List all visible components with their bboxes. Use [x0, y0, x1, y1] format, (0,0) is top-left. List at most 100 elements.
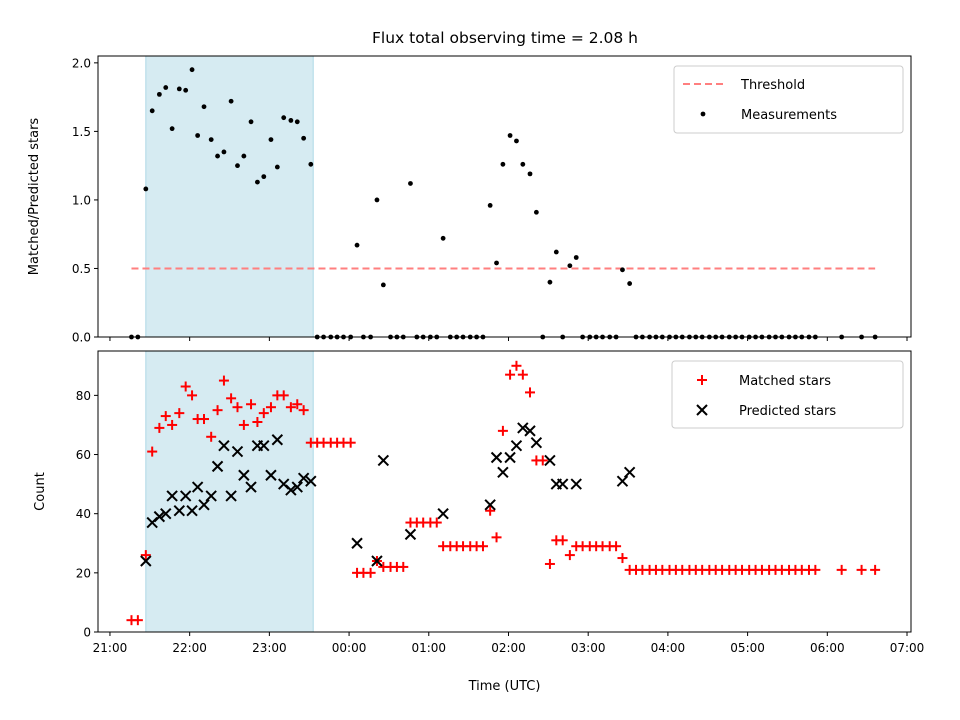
x-marker-b: [225, 490, 237, 502]
predicted-star-point: [166, 490, 178, 502]
matched-star-point: [856, 564, 867, 575]
count-panel: 0 20 40 60 80 21:00 22:00 23:00 00:00 01:00 02:00…: [33, 350, 924, 694]
matched-star-point: [477, 541, 488, 552]
measurement-point: [255, 179, 260, 185]
matched-star-point: [345, 437, 356, 448]
x-marker-b: [140, 555, 152, 567]
x-marker-b: [297, 472, 310, 484]
measurement-point: [440, 235, 446, 241]
x-marker-b: [377, 454, 390, 467]
matched-star-point: [174, 408, 185, 419]
matched-star-point: [246, 399, 257, 410]
matched-star-points: [126, 360, 881, 626]
predicted-star-point: [291, 481, 303, 493]
measurement-point: [149, 108, 155, 114]
predicted-star-point: [285, 484, 297, 496]
matched-star-point: [132, 615, 143, 626]
predicted-star-point: [616, 475, 629, 487]
legend-measurements-swatch: [700, 111, 706, 117]
y-tick-label: 0.0: [72, 331, 91, 345]
x-marker-b: [490, 451, 503, 464]
measurement-point: [235, 163, 240, 169]
matched-star-point: [511, 360, 522, 371]
matched-star-point: [232, 402, 243, 413]
matched-star-point: [298, 405, 309, 416]
x-marker-b: [245, 481, 257, 493]
x-marker-b: [623, 466, 636, 478]
predicted-star-point: [556, 478, 569, 490]
predicted-star-point: [504, 451, 516, 464]
y-tick-label: 80: [76, 389, 91, 403]
predicted-star-point: [218, 439, 230, 452]
measurement-point: [354, 242, 360, 248]
matched-star-point: [836, 564, 847, 575]
matched-star-point: [810, 564, 821, 575]
measurement-point: [143, 186, 149, 192]
predicted-star-point: [371, 555, 383, 567]
count-legend: Matched stars Predicted stars: [671, 360, 904, 429]
count-x-ticks: 21:00 22:00 23:00 00:00 01:00 02:00 03:00 04:00…: [93, 632, 924, 655]
matched-star-point: [252, 416, 263, 427]
measurement-point: [281, 115, 287, 121]
measurement-point: [208, 137, 214, 143]
measurement-point: [189, 67, 195, 73]
predicted-star-point: [530, 436, 543, 449]
matched-star-point: [226, 393, 237, 404]
predicted-star-point: [205, 490, 217, 502]
predicted-star-point: [623, 466, 636, 478]
x-marker-b: [198, 499, 210, 511]
measurement-point: [215, 153, 220, 159]
measurement-point: [274, 164, 280, 170]
legend-x-marker: [696, 404, 708, 416]
matched-star-point: [564, 550, 575, 561]
measurement-point: [487, 203, 493, 208]
measurement-point: [380, 282, 386, 288]
matched-star-point: [292, 399, 303, 410]
predicted-star-point: [305, 475, 317, 487]
measurement-point: [268, 137, 274, 143]
x-marker-b: [437, 507, 449, 520]
measurement-point: [163, 85, 169, 90]
ratio-axes-frame: [97, 55, 912, 338]
y-tick-label: 0: [83, 626, 91, 640]
x-marker-b: [218, 439, 230, 452]
matched-star-point: [278, 390, 289, 401]
matched-star-point: [485, 505, 496, 516]
predicted-star-point: [160, 507, 172, 520]
x-marker-b: [696, 404, 708, 416]
x-marker-b: [153, 510, 166, 523]
predicted-star-point: [524, 425, 536, 437]
measurement-point: [301, 135, 307, 141]
x-marker-b: [179, 490, 192, 502]
matched-star-point: [140, 550, 151, 561]
measurement-point: [308, 161, 314, 167]
x-tick-label: 23:00: [252, 641, 287, 655]
predicted-star-point: [510, 439, 523, 452]
x-marker-b: [285, 484, 297, 496]
x-marker-b: [524, 425, 536, 437]
matched-star-point: [265, 402, 276, 413]
predicted-star-point: [297, 472, 310, 484]
x-marker-b: [278, 478, 290, 490]
measurement-point: [500, 161, 506, 167]
legend-predicted-swatch: [696, 404, 708, 416]
matched-star-point: [212, 405, 223, 416]
matched-star-point: [611, 541, 622, 552]
legend-threshold-label: Threshold: [740, 78, 805, 93]
matched-star-point: [154, 422, 165, 433]
legend-predicted-label: Predicted stars: [739, 404, 836, 419]
predicted-star-point: [271, 434, 284, 446]
matched-star-point: [544, 558, 555, 569]
measurement-point: [573, 255, 579, 260]
matched-star-point: [497, 425, 508, 436]
x-marker-b: [173, 505, 186, 517]
x-marker-b: [351, 537, 363, 549]
matched-star-point: [187, 390, 198, 401]
ratio-panel: 0.00.51.01.52.0 Matched/Predicted stars …: [27, 55, 912, 345]
predicted-star-point: [225, 490, 237, 502]
matched-star-point: [491, 532, 502, 543]
count-axes-frame: [97, 350, 912, 633]
measurement-point: [261, 174, 267, 180]
predicted-star-point: [351, 537, 363, 549]
